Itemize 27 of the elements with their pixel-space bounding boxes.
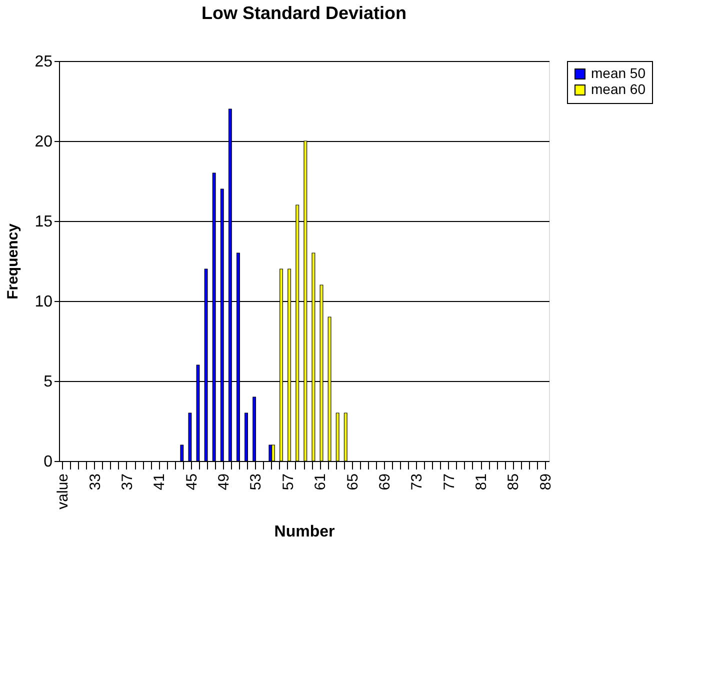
y-tick-label: 0	[44, 454, 53, 470]
legend-label: mean 60	[591, 81, 646, 97]
x-tick-label: 61	[312, 474, 330, 490]
x-tick-label: 89	[537, 474, 554, 490]
legend-label: mean 50	[591, 65, 646, 81]
x-tick-label: 81	[473, 474, 490, 490]
x-tick-label: 53	[248, 474, 265, 490]
x-tick-label: 85	[505, 474, 522, 490]
x-tick-label: 69	[376, 474, 394, 490]
y-axis-title: Frequency	[4, 222, 22, 300]
x-tick-label: value	[54, 474, 72, 510]
x-tick-label: 49	[216, 474, 233, 490]
x-tick-label: 73	[408, 474, 426, 490]
x-tick-label: 45	[183, 474, 200, 490]
x-tick-label: 57	[280, 474, 297, 490]
x-tick-label: 77	[440, 474, 458, 490]
x-axis-title: Number	[274, 523, 335, 540]
y-tick-label: 25	[34, 54, 53, 70]
y-tick-label: 20	[34, 134, 53, 150]
x-tick-label: 65	[344, 474, 362, 490]
x-tick-label: 37	[118, 474, 136, 490]
y-tick-label: 10	[34, 294, 53, 310]
x-tick-label: 41	[151, 474, 168, 490]
x-tick-label: 33	[86, 474, 104, 490]
y-tick-label: 15	[34, 214, 53, 230]
y-tick-label: 5	[44, 374, 53, 390]
chart-title: Low Standard Deviation	[201, 3, 407, 23]
